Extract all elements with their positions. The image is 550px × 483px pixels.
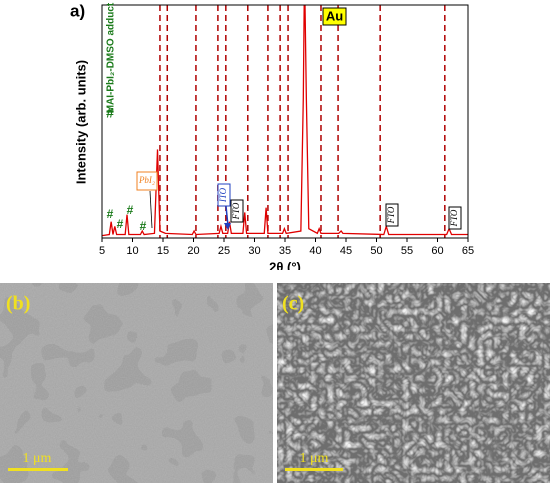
x-tick-label: 35 [279, 245, 291, 257]
x-tick-label: 30 [248, 245, 260, 257]
x-tick-label: 5 [99, 245, 105, 257]
plot-frame [101, 4, 469, 239]
fto-label: FTO [449, 209, 459, 227]
x-tick-label: 50 [370, 245, 382, 257]
scale-bar-label: 1 μm [300, 451, 329, 466]
ito-label: ITO [218, 187, 228, 203]
xrd-line [102, 5, 468, 237]
au-label: Au [326, 8, 343, 23]
x-tick-label: 55 [401, 245, 413, 257]
fto-box [230, 199, 244, 223]
annotations: # MAI-PbI₂-DMSO adduct Au # # # # PbI₂ I… [106, 2, 462, 233]
panel-label: (b) [6, 293, 30, 315]
x-tick-label: 25 [218, 245, 230, 257]
scale-bar [285, 468, 343, 471]
hash-legend: # [106, 105, 114, 121]
x-axis-label: 2θ (°) [269, 259, 301, 270]
panel-label: (c) [282, 293, 304, 315]
au-box [322, 7, 347, 26]
fto-label: FTO [231, 202, 241, 220]
y-axis-label: Intensity (arb. units) [73, 60, 88, 184]
x-tick-label: 65 [462, 245, 474, 257]
ito-arrowhead [224, 223, 231, 230]
x-tick-label: 15 [157, 245, 169, 257]
x-tick-label: 45 [340, 245, 352, 257]
hash-mark: # [117, 217, 124, 231]
x-tick-label: 40 [309, 245, 321, 257]
xrd-chart: a) Intensity (arb. units) 2θ (°) 5 10 15 20… [70, 1, 474, 270]
ito-arrow [225, 205, 229, 227]
pbi2-box [136, 171, 158, 191]
sem-image-b: (b) 1 μm [0, 283, 273, 483]
ito-box [217, 183, 231, 207]
pbi2-label: PbI₂ [138, 175, 155, 185]
adduct-label: MAI-PbI₂-DMSO adduct [106, 2, 117, 113]
fto-box [448, 206, 462, 230]
x-tick-label: 20 [187, 245, 199, 257]
pbi2-arrow [149, 190, 153, 229]
fto-box [385, 203, 399, 227]
hash-mark: # [107, 207, 114, 221]
x-tick-label: 10 [126, 245, 138, 257]
sem-image-c: (c) 1 μm [277, 283, 550, 483]
hash-mark: # [127, 203, 134, 217]
fto-label: FTO [386, 206, 396, 224]
plot-area [102, 5, 468, 238]
hash-mark: # [140, 219, 147, 233]
x-tick-label: 60 [431, 245, 443, 257]
scale-bar-label: 1 μm [23, 451, 52, 466]
scale-bar [8, 468, 68, 471]
panel-label: a) [70, 1, 85, 20]
